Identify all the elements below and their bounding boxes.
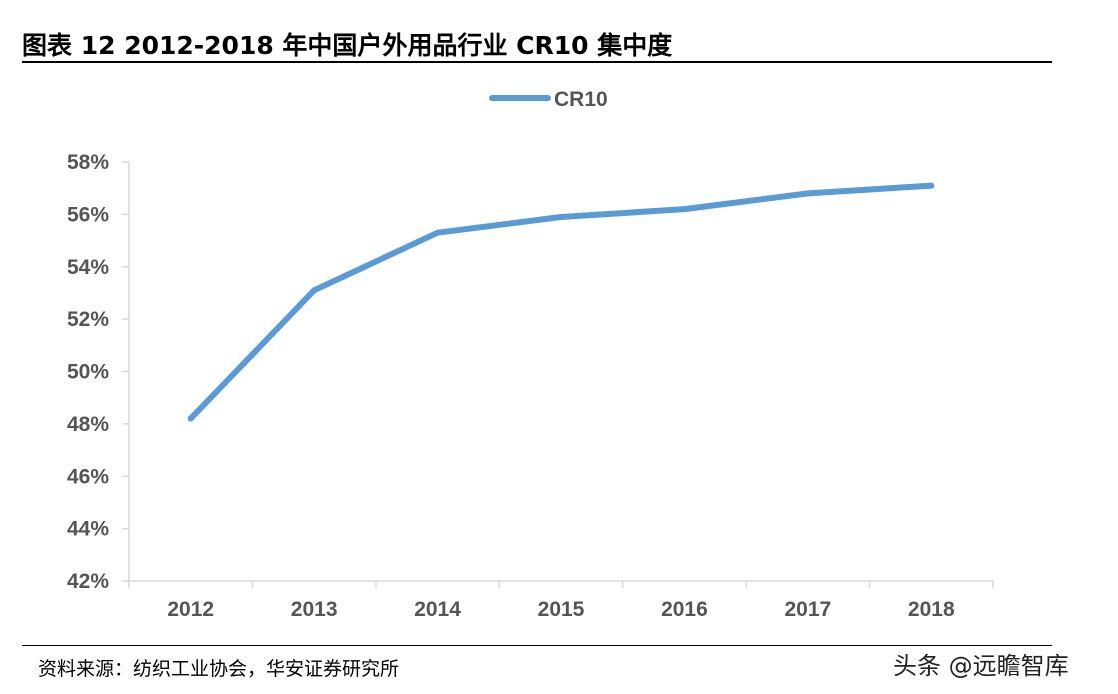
data-point xyxy=(804,190,811,197)
y-tick-label: 46% xyxy=(67,465,109,488)
footer-divider xyxy=(22,645,1052,646)
x-tick-label: 2018 xyxy=(908,598,955,621)
x-axis-ticks: 2012 2013 2014 2015 2016 2017 2018 xyxy=(128,581,994,621)
y-tick-label: 44% xyxy=(67,518,109,541)
legend-label-cr10: CR10 xyxy=(554,88,608,111)
x-tick-label: 2017 xyxy=(784,598,831,621)
series-layer xyxy=(187,182,935,422)
x-tick-label: 2014 xyxy=(414,598,461,621)
y-tick-label: 52% xyxy=(67,308,109,331)
data-point xyxy=(434,229,441,236)
chart-axes xyxy=(128,162,993,582)
data-point xyxy=(187,415,194,422)
y-tick-label: 42% xyxy=(67,570,109,593)
y-tick-label: 50% xyxy=(67,361,109,384)
x-tick-label: 2013 xyxy=(291,598,338,621)
source-note: 资料来源：纺织工业协会，华安证券研究所 xyxy=(38,658,400,680)
data-point xyxy=(558,213,564,220)
watermark: 头条 @远瞻智库 xyxy=(893,652,1069,680)
title-divider xyxy=(22,61,1052,63)
y-axis-ticks: 42% 44% 46% 48% 50% 52% 54% 56% 58% xyxy=(67,151,129,593)
y-tick-label: 56% xyxy=(67,203,109,226)
y-tick-label: 58% xyxy=(67,151,109,174)
data-point xyxy=(311,287,318,294)
x-tick-label: 2015 xyxy=(538,598,585,621)
x-tick-label: 2016 xyxy=(661,598,708,621)
y-tick-label: 54% xyxy=(67,256,109,279)
x-tick-label: 2012 xyxy=(167,598,214,621)
y-tick-label: 48% xyxy=(67,413,109,436)
series-line-cr10 xyxy=(187,182,935,422)
chart-legend: CR10 xyxy=(489,88,608,111)
data-point xyxy=(928,182,935,189)
data-point xyxy=(681,206,688,213)
figure-title: 图表 12 2012-2018 年中国户外用品行业 CR10 集中度 xyxy=(22,31,673,60)
